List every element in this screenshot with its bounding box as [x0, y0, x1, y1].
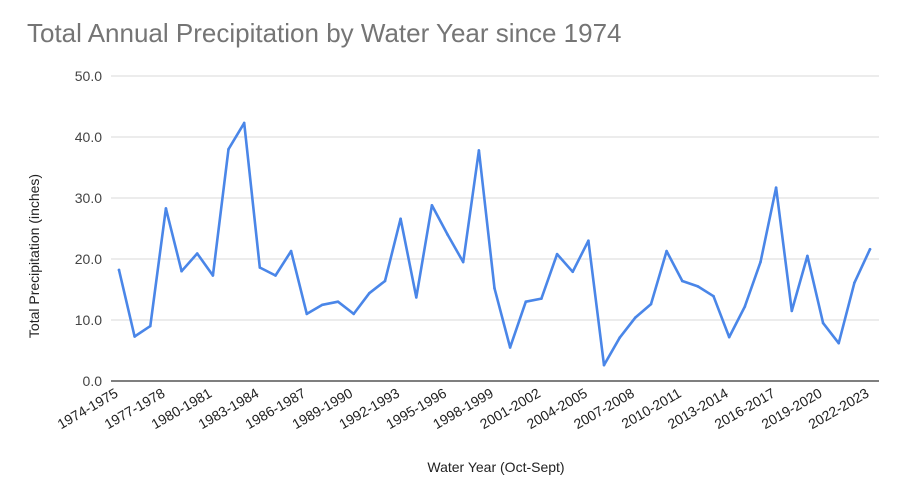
- data-point: [368, 291, 371, 295]
- data-point: [555, 252, 559, 256]
- data-point: [117, 268, 121, 272]
- data-point: [148, 324, 152, 328]
- data-point: [790, 309, 794, 313]
- data-point: [289, 249, 293, 253]
- data-point: [806, 254, 809, 258]
- x-axis-label: Water Year (Oct-Sept): [427, 459, 564, 475]
- data-point: [242, 121, 246, 125]
- y-tick-label: 40.0: [75, 129, 102, 145]
- data-point: [587, 239, 590, 242]
- data-point: [430, 204, 434, 207]
- data-point: [383, 279, 387, 283]
- y-tick-label: 10.0: [75, 312, 102, 328]
- data-point: [821, 321, 825, 325]
- y-tick-label: 30.0: [75, 190, 102, 206]
- data-point: [680, 279, 684, 283]
- data-point: [508, 346, 512, 349]
- data-point: [524, 300, 528, 304]
- data-point: [336, 300, 340, 304]
- gridlines: [111, 75, 879, 382]
- data-point: [774, 186, 778, 189]
- data-point: [727, 335, 731, 339]
- data-point: [571, 270, 575, 274]
- data-point: [540, 297, 543, 300]
- data-point: [665, 249, 668, 253]
- data-point: [602, 363, 606, 367]
- data-point: [274, 274, 277, 277]
- data-point: [399, 217, 402, 221]
- data-point: [853, 281, 856, 285]
- data-point: [837, 341, 841, 345]
- data-point: [696, 285, 700, 288]
- data-point: [493, 286, 496, 290]
- data-point: [258, 266, 262, 269]
- data-point: [446, 233, 449, 236]
- data-point: [759, 260, 762, 264]
- y-tick-labels: 0.0 10.0 20.0 30.0 40.0 50.0: [75, 68, 102, 389]
- data-point: [133, 335, 136, 338]
- y-tick-label: 50.0: [75, 68, 102, 84]
- data-point: [164, 207, 168, 210]
- data-point: [211, 274, 215, 277]
- data-point: [618, 336, 621, 339]
- y-tick-label: 20.0: [75, 251, 102, 267]
- data-point: [712, 294, 715, 298]
- x-tick-labels: 1974-19751977-19781980-19811983-19841986…: [55, 385, 872, 432]
- data-point: [195, 252, 199, 255]
- data-point: [649, 302, 653, 306]
- data-point: [180, 269, 183, 273]
- data-point: [743, 305, 747, 308]
- y-tick-label: 0.0: [83, 373, 103, 389]
- data-point: [461, 260, 465, 264]
- data-point: [477, 149, 481, 152]
- data-point: [305, 312, 309, 316]
- y-axis-label: Total Precipitation (inches): [26, 174, 42, 338]
- data-point: [414, 296, 418, 299]
- series-line-group: [117, 121, 872, 367]
- data-point: [868, 247, 872, 251]
- data-point: [352, 312, 355, 316]
- chart-title: Total Annual Precipitation by Water Year…: [27, 18, 622, 48]
- series-line: [117, 121, 872, 367]
- data-point: [321, 303, 324, 307]
- data-point: [227, 147, 230, 151]
- data-point: [634, 316, 637, 319]
